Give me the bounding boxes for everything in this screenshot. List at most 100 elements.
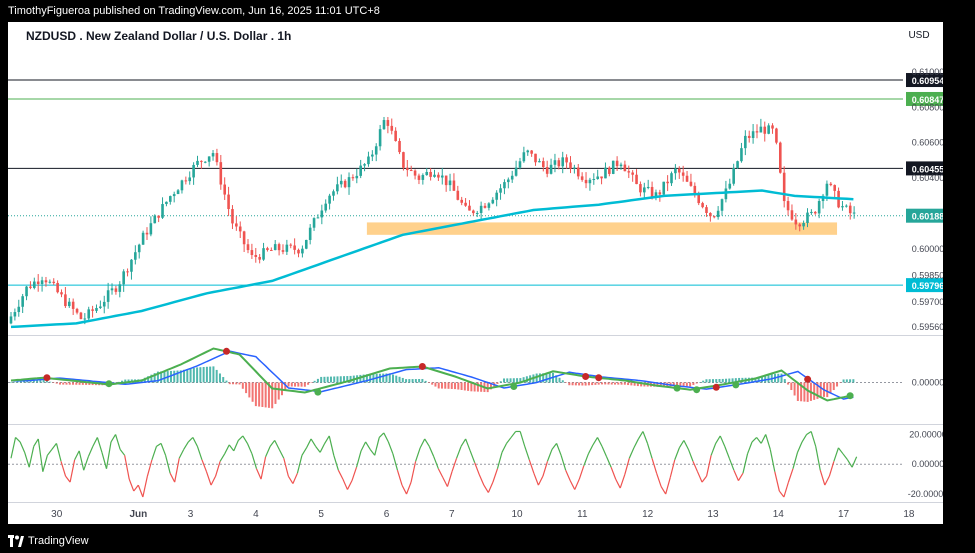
candle-up[interactable]	[196, 160, 199, 165]
candle-down[interactable]	[569, 162, 572, 169]
candle-down[interactable]	[689, 181, 693, 186]
candle-up[interactable]	[273, 244, 277, 251]
candle-up[interactable]	[21, 296, 24, 307]
candle-down[interactable]	[790, 210, 794, 220]
candle-up[interactable]	[674, 168, 677, 174]
candle-up[interactable]	[728, 183, 732, 189]
candle-up[interactable]	[740, 148, 743, 162]
candle-up[interactable]	[347, 177, 351, 188]
candle-up[interactable]	[304, 239, 308, 249]
macd-cross-marker-down[interactable]	[712, 383, 720, 391]
candle-up[interactable]	[495, 192, 498, 200]
candle-down[interactable]	[60, 292, 63, 295]
candle-up[interactable]	[604, 167, 607, 179]
candle-down[interactable]	[541, 161, 545, 168]
candle-up[interactable]	[17, 306, 21, 313]
candle-up[interactable]	[514, 167, 518, 176]
macd-cross-marker-up[interactable]	[510, 383, 518, 390]
candle-down[interactable]	[343, 180, 347, 188]
candle-up[interactable]	[499, 188, 502, 193]
candle-down[interactable]	[289, 244, 293, 246]
candle-down[interactable]	[157, 215, 160, 218]
candle-down[interactable]	[848, 205, 852, 214]
candle-up[interactable]	[736, 161, 739, 169]
macd-cross-marker-down[interactable]	[804, 375, 812, 383]
candle-down[interactable]	[677, 168, 681, 173]
candle-up[interactable]	[83, 318, 87, 320]
candle-down[interactable]	[627, 171, 631, 173]
candle-down[interactable]	[254, 255, 258, 257]
candle-down[interactable]	[701, 203, 704, 208]
candle-up[interactable]	[99, 306, 102, 308]
candle-up[interactable]	[161, 204, 164, 218]
macd-cross-marker-up[interactable]	[105, 380, 113, 388]
support-zone[interactable]	[366, 222, 838, 235]
candle-up[interactable]	[168, 196, 172, 202]
candle-up[interactable]	[732, 168, 735, 184]
candle-up[interactable]	[67, 301, 71, 307]
candle-down[interactable]	[771, 125, 774, 129]
candle-down[interactable]	[658, 192, 662, 195]
candle-up[interactable]	[207, 156, 211, 162]
candle-down[interactable]	[235, 223, 238, 227]
candle-down[interactable]	[576, 167, 580, 177]
candle-down[interactable]	[277, 244, 281, 251]
candle-up[interactable]	[165, 201, 168, 205]
candle-down[interactable]	[685, 175, 689, 182]
candle-down[interactable]	[615, 160, 619, 167]
candle-down[interactable]	[666, 181, 669, 184]
candle-up[interactable]	[33, 281, 36, 288]
candle-down[interactable]	[623, 164, 627, 172]
candle-down[interactable]	[417, 175, 421, 180]
candle-down[interactable]	[786, 201, 790, 211]
candle-up[interactable]	[95, 307, 98, 311]
candle-down[interactable]	[472, 210, 475, 214]
candle-up[interactable]	[203, 161, 207, 163]
candle-down[interactable]	[223, 184, 226, 195]
candle-down[interactable]	[584, 179, 588, 184]
candle-up[interactable]	[363, 164, 366, 166]
candle-up[interactable]	[817, 201, 821, 214]
candle-up[interactable]	[328, 195, 331, 204]
candle-down[interactable]	[394, 130, 397, 141]
candle-down[interactable]	[52, 281, 56, 283]
candle-up[interactable]	[134, 252, 137, 260]
candle-up[interactable]	[654, 192, 658, 198]
candle-down[interactable]	[270, 249, 273, 251]
candle-up[interactable]	[371, 154, 374, 157]
candle-up[interactable]	[262, 248, 265, 260]
candle-down[interactable]	[444, 175, 448, 186]
candle-down[interactable]	[464, 202, 467, 206]
candle-down[interactable]	[452, 180, 456, 191]
candle-down[interactable]	[398, 140, 401, 153]
candle-up[interactable]	[308, 227, 312, 240]
candle-up[interactable]	[421, 175, 425, 180]
macd-cross-marker-up[interactable]	[846, 392, 854, 400]
candle-down[interactable]	[635, 174, 638, 185]
candle-down[interactable]	[456, 190, 460, 200]
candle-down[interactable]	[413, 170, 417, 176]
candle-down[interactable]	[258, 256, 261, 260]
candle-up[interactable]	[188, 177, 192, 182]
candle-down[interactable]	[608, 167, 611, 174]
candle-up[interactable]	[507, 179, 510, 183]
candle-up[interactable]	[336, 184, 339, 192]
candle-up[interactable]	[588, 179, 592, 184]
candle-up[interactable]	[192, 164, 195, 178]
candle-up[interactable]	[339, 180, 343, 185]
candle-up[interactable]	[137, 244, 141, 253]
candle-down[interactable]	[36, 281, 40, 285]
candle-down[interactable]	[681, 172, 685, 176]
candle-up[interactable]	[751, 131, 755, 138]
candle-up[interactable]	[374, 146, 378, 155]
candle-up[interactable]	[538, 161, 541, 163]
candle-up[interactable]	[553, 160, 557, 165]
candle-up[interactable]	[479, 205, 483, 213]
candle-down[interactable]	[44, 280, 48, 283]
candle-down[interactable]	[631, 172, 634, 175]
candle-up[interactable]	[122, 271, 125, 285]
candle-up[interactable]	[172, 194, 176, 197]
candle-up[interactable]	[48, 281, 52, 283]
candle-down[interactable]	[281, 250, 285, 252]
candle-up[interactable]	[312, 218, 316, 228]
